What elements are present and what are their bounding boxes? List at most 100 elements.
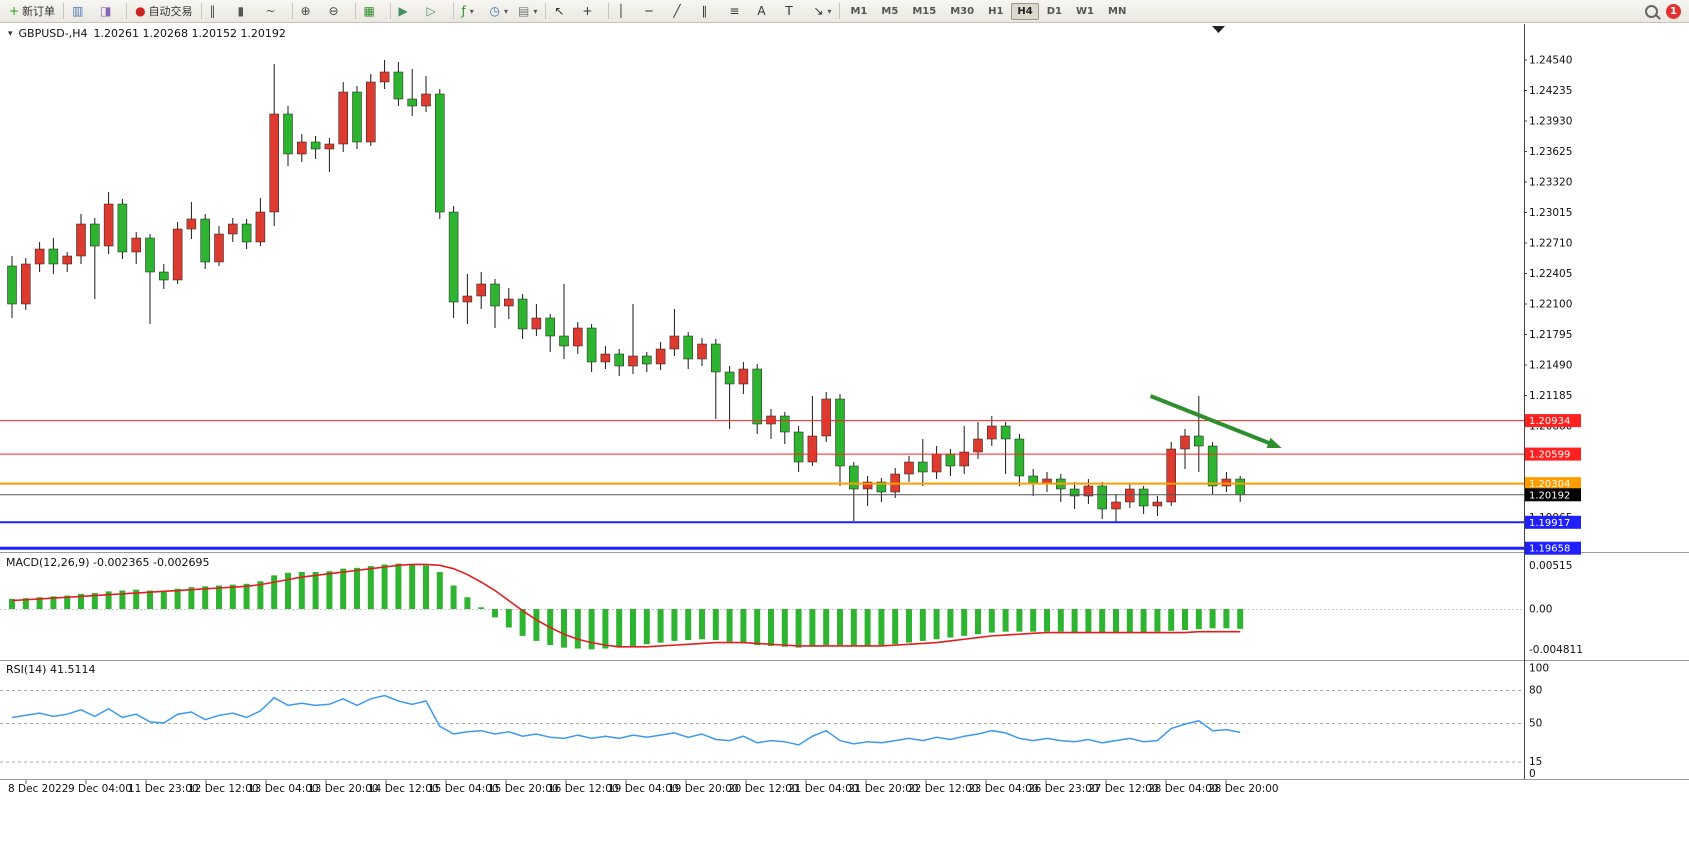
- profiles-button[interactable]: ◨: [95, 1, 123, 22]
- svg-text:15 Dec 04:00: 15 Dec 04:00: [428, 783, 499, 795]
- rsi-value: 41.5114: [49, 663, 96, 676]
- fibonacci-icon: ≡: [729, 4, 740, 18]
- chart-shift-icon: ▷: [426, 4, 436, 18]
- timeframe-m15-button[interactable]: M15: [912, 5, 937, 17]
- vertical-line-icon: │: [617, 4, 625, 18]
- svg-text:11 Dec 23:00: 11 Dec 23:00: [128, 783, 199, 795]
- timeframe-h1-button[interactable]: H1: [988, 5, 1004, 17]
- trendline-button[interactable]: ╱: [668, 1, 696, 22]
- svg-text:28 Dec 04:00: 28 Dec 04:00: [1148, 783, 1219, 795]
- svg-text:28 Dec 20:00: 28 Dec 20:00: [1208, 783, 1279, 795]
- svg-text:1.22405: 1.22405: [1529, 268, 1572, 280]
- new-order-button[interactable]: + 新订单: [4, 1, 60, 22]
- svg-text:21 Dec 20:00: 21 Dec 20:00: [848, 783, 919, 795]
- text-label-icon: T: [785, 4, 793, 18]
- price-tag-1.20934: 1.20934: [1525, 414, 1581, 428]
- line-chart-mode-button[interactable]: ~: [261, 1, 289, 22]
- tile-windows-button[interactable]: ▦: [359, 1, 387, 22]
- svg-text:1.20934: 1.20934: [1529, 416, 1570, 427]
- candlestick-mode-button[interactable]: ▮: [233, 1, 261, 22]
- arrows-button[interactable]: ↘ ▾: [808, 1, 836, 22]
- chart-symbol-period: GBPUSD-,H4: [18, 27, 88, 40]
- svg-text:1.20192: 1.20192: [1529, 490, 1570, 501]
- templates-button[interactable]: ▤ ▾: [513, 1, 542, 22]
- toolbar-separator: [291, 3, 293, 19]
- text-label-button[interactable]: T: [780, 1, 808, 22]
- timeframe-m30-button[interactable]: M30: [950, 5, 975, 17]
- arrows-icon: ↘: [813, 4, 824, 18]
- auto-scroll-icon: ▶: [398, 4, 408, 18]
- bar-chart-mode-button[interactable]: ‖: [205, 1, 233, 22]
- svg-text:1.21490: 1.21490: [1529, 360, 1572, 372]
- auto-trading-button[interactable]: ● 自动交易: [130, 1, 197, 22]
- toolbar: + 新订单 ▥ ◨ ● 自动交易 ‖ ▮ ~ ⊕ ⊖ ▦ ▶ ▷ ƒ ▾ ◷ ▾ ▤ ▾ ↖ + │ ─ ╱ ∥ ≡ A T ↘ ▾ M1 M5…: [0, 0, 1689, 23]
- svg-text:13 Dec 20:00: 13 Dec 20:00: [308, 783, 379, 795]
- macd-histogram: [9, 563, 1244, 650]
- channel-button[interactable]: ∥: [696, 1, 724, 22]
- timeframe-m1-button[interactable]: M1: [850, 5, 868, 17]
- zoom-out-icon: ⊖: [328, 4, 339, 18]
- profiles-icon: ◨: [100, 4, 112, 18]
- trend-arrow-head[interactable]: [1266, 437, 1282, 448]
- candlestick-mode-icon: ▮: [237, 4, 245, 18]
- svg-text:8 Dec 2022: 8 Dec 2022: [8, 783, 68, 795]
- trendline-icon: ╱: [673, 4, 681, 18]
- bar-chart-mode-icon: ‖: [209, 4, 216, 18]
- chart-ohlc-values: 1.20261 1.20268 1.20152 1.20192: [93, 27, 286, 40]
- timeframe-m5-button[interactable]: M5: [881, 5, 899, 17]
- rsi-line: [11, 694, 1241, 746]
- svg-text:23 Dec 04:00: 23 Dec 04:00: [968, 783, 1039, 795]
- search-icon[interactable]: [1645, 4, 1658, 18]
- svg-text:26 Dec 23:00: 26 Dec 23:00: [1028, 783, 1099, 795]
- text-button[interactable]: A: [752, 1, 780, 22]
- rsi-axis-label: 50: [1529, 718, 1542, 730]
- auto-scroll-button[interactable]: ▶: [394, 1, 422, 22]
- svg-text:1.24235: 1.24235: [1529, 85, 1572, 97]
- horizontal-line-icon: ─: [645, 4, 653, 18]
- timeframe-h4-button[interactable]: H4: [1011, 2, 1039, 20]
- crosshair-button[interactable]: +: [577, 1, 605, 22]
- vertical-line-button[interactable]: │: [612, 1, 640, 22]
- timeframe-w1-button[interactable]: W1: [1076, 5, 1094, 17]
- rsi-axis-label: 100: [1529, 663, 1549, 675]
- chart-dropdown-icon[interactable]: ▾: [8, 28, 13, 39]
- cursor-button[interactable]: ↖: [549, 1, 577, 22]
- toolbar-separator: [452, 3, 454, 19]
- svg-text:1.23930: 1.23930: [1529, 116, 1572, 128]
- zoom-in-icon: ⊕: [300, 4, 311, 18]
- svg-text:21 Dec 04:00: 21 Dec 04:00: [788, 783, 859, 795]
- zoom-out-button[interactable]: ⊖: [324, 1, 352, 22]
- trend-arrow[interactable]: [1149, 394, 1274, 447]
- price-tag-1.19917: 1.19917: [1525, 515, 1581, 529]
- notifications-badge[interactable]: 1: [1666, 3, 1681, 19]
- candlestick-series[interactable]: [7, 60, 1245, 522]
- zoom-in-button[interactable]: ⊕: [296, 1, 324, 22]
- charts-button[interactable]: ▥: [67, 1, 95, 22]
- macd-axis-label: -0.004811: [1529, 644, 1583, 656]
- toolbar-groups: + 新订单 ▥ ◨ ● 自动交易 ‖ ▮ ~ ⊕ ⊖ ▦ ▶ ▷ ƒ ▾ ◷ ▾ ▤ ▾ ↖ + │ ─ ╱ ∥ ≡ A T ↘ ▾ M1 M5…: [4, 0, 1133, 22]
- price-tag-1.20304: 1.20304: [1525, 477, 1581, 491]
- svg-text:20 Dec 12:00: 20 Dec 12:00: [728, 783, 799, 795]
- horizontal-line-button[interactable]: ─: [640, 1, 668, 22]
- indicators-button[interactable]: ƒ ▾: [457, 1, 485, 22]
- svg-text:14 Dec 12:00: 14 Dec 12:00: [368, 783, 439, 795]
- indicators-dropdown-icon: ▾: [469, 6, 474, 16]
- svg-text:9 Dec 04:00: 9 Dec 04:00: [68, 783, 132, 795]
- macd-values: -0.002365 -0.002695: [93, 556, 210, 569]
- arrows-dropdown-icon: ▾: [827, 6, 832, 16]
- rsi-axis-label: 80: [1529, 685, 1542, 697]
- timeframe-mn-button[interactable]: MN: [1108, 5, 1127, 17]
- chart-shift-marker[interactable]: [1212, 26, 1225, 33]
- tile-windows-icon: ▦: [363, 4, 375, 18]
- svg-text:22 Dec 12:00: 22 Dec 12:00: [908, 783, 979, 795]
- periods-dropdown-icon: ▾: [504, 6, 509, 16]
- fibonacci-button[interactable]: ≡: [724, 1, 752, 22]
- svg-text:1.20599: 1.20599: [1529, 450, 1570, 461]
- periods-icon: ◷: [489, 4, 501, 18]
- chart-shift-button[interactable]: ▷: [422, 1, 450, 22]
- timeframe-d1-button[interactable]: D1: [1046, 5, 1062, 17]
- svg-text:15 Dec 20:00: 15 Dec 20:00: [488, 783, 559, 795]
- periods-button[interactable]: ◷ ▾: [485, 1, 514, 22]
- auto-trading-label: 自动交易: [148, 5, 193, 18]
